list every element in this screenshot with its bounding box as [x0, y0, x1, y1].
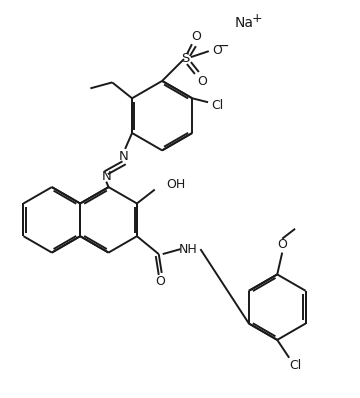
- Text: −: −: [218, 39, 229, 53]
- Text: Cl: Cl: [289, 359, 301, 372]
- Text: S: S: [181, 52, 189, 64]
- Text: O: O: [277, 238, 287, 251]
- Text: +: +: [252, 12, 263, 25]
- Text: N: N: [102, 170, 111, 183]
- Text: O: O: [155, 275, 165, 289]
- Text: O: O: [212, 44, 222, 57]
- Text: O: O: [191, 30, 201, 43]
- Text: NH: NH: [179, 243, 198, 256]
- Text: N: N: [119, 150, 129, 163]
- Text: OH: OH: [167, 178, 186, 191]
- Text: Cl: Cl: [211, 99, 223, 112]
- Text: O: O: [197, 75, 207, 88]
- Text: Na: Na: [235, 16, 254, 30]
